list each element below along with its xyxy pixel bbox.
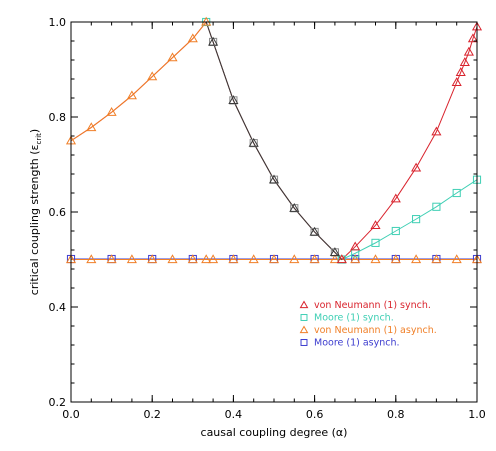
data-point <box>309 254 320 264</box>
legend-marker-2 <box>300 314 308 321</box>
data-point <box>106 254 117 264</box>
data-point <box>370 254 381 264</box>
x-tick-label: 0.4 <box>225 408 243 421</box>
data-point <box>289 202 300 212</box>
data-point <box>106 107 117 116</box>
legend: von Neumann (1) synch. Moore (1) synch.vo… <box>299 300 437 349</box>
data-point <box>201 254 212 264</box>
series-line-0 <box>70 20 478 261</box>
data-point <box>187 33 198 43</box>
x-tick-label: 0.6 <box>306 408 324 421</box>
data-point <box>390 193 401 203</box>
data-point <box>432 202 441 211</box>
data-point <box>289 254 300 264</box>
data-point <box>248 254 259 264</box>
tick-labels: 0.0 0.2 0.4 0.6 0.8 1.00.20.40.60.81.0 <box>49 16 486 421</box>
data-point <box>167 52 178 62</box>
data-point <box>451 254 462 264</box>
series-lines <box>70 20 478 261</box>
data-point <box>455 67 466 76</box>
axis-ticks <box>70 21 478 403</box>
y-axis-label-main: critical coupling strength (ε <box>28 144 41 295</box>
data-point <box>147 254 158 264</box>
data-point <box>126 254 137 264</box>
data-point <box>411 162 422 172</box>
data-point <box>86 254 97 264</box>
data-point <box>451 77 462 86</box>
data-point <box>329 247 340 257</box>
data-point <box>390 254 401 264</box>
data-point <box>309 226 320 236</box>
data-point <box>371 238 380 247</box>
x-axis-label: causal coupling degree (α) <box>201 426 348 439</box>
legend-label-2: Moore (1) synch. <box>314 313 394 324</box>
data-point <box>391 226 400 236</box>
data-point <box>208 254 219 264</box>
y-tick-label: 0.6 <box>49 206 67 219</box>
data-point <box>248 137 259 147</box>
data-point <box>268 174 280 184</box>
data-point <box>431 126 442 136</box>
x-tick-label: 0.8 <box>387 408 405 421</box>
legend-label-4: Moore (1) asynch. <box>314 338 400 349</box>
series-line-1 <box>205 21 478 261</box>
series-line-decreasing-branch <box>205 21 343 260</box>
data-point <box>467 33 479 43</box>
data-point <box>208 36 219 46</box>
data-point <box>350 254 361 264</box>
data-point <box>431 254 442 264</box>
y-axis-label: critical coupling strength (εcrit) <box>28 129 43 295</box>
data-point <box>350 241 361 251</box>
y-tick-label: 1.0 <box>49 16 67 29</box>
data-point <box>411 254 422 264</box>
data-point <box>459 57 470 67</box>
y-tick-label: 0.4 <box>49 301 67 314</box>
data-point <box>452 188 461 198</box>
x-tick-label: 0.2 <box>143 408 161 421</box>
data-point <box>228 95 239 105</box>
data-point <box>86 122 97 132</box>
legend-label-1: von Neumann (1) synch. <box>314 300 431 311</box>
legend-label-3: von Neumann (1) asynch. <box>314 325 437 336</box>
data-point <box>147 71 158 81</box>
x-tick-label: 0.0 <box>62 408 80 421</box>
y-axis-label-close: ) <box>28 129 41 133</box>
data-point <box>412 215 421 224</box>
data-point <box>187 254 198 264</box>
data-point <box>336 254 347 264</box>
data-point <box>268 254 280 264</box>
data-point <box>126 90 137 100</box>
plot-frame <box>70 21 478 403</box>
series-markers <box>65 16 483 264</box>
legend-marker-1 <box>299 300 309 309</box>
data-point <box>228 254 239 264</box>
data-point <box>167 254 178 264</box>
y-tick-label: 0.8 <box>49 111 67 124</box>
x-tick-label: 1.0 <box>468 408 486 421</box>
legend-marker-4 <box>300 339 308 346</box>
y-tick-label: 0.2 <box>49 396 67 409</box>
data-point <box>370 220 381 229</box>
data-point <box>201 16 212 26</box>
data-point <box>463 46 474 56</box>
legend-marker-3 <box>299 325 309 334</box>
data-point <box>329 254 340 264</box>
y-axis-label-subscript: crit <box>35 133 43 145</box>
